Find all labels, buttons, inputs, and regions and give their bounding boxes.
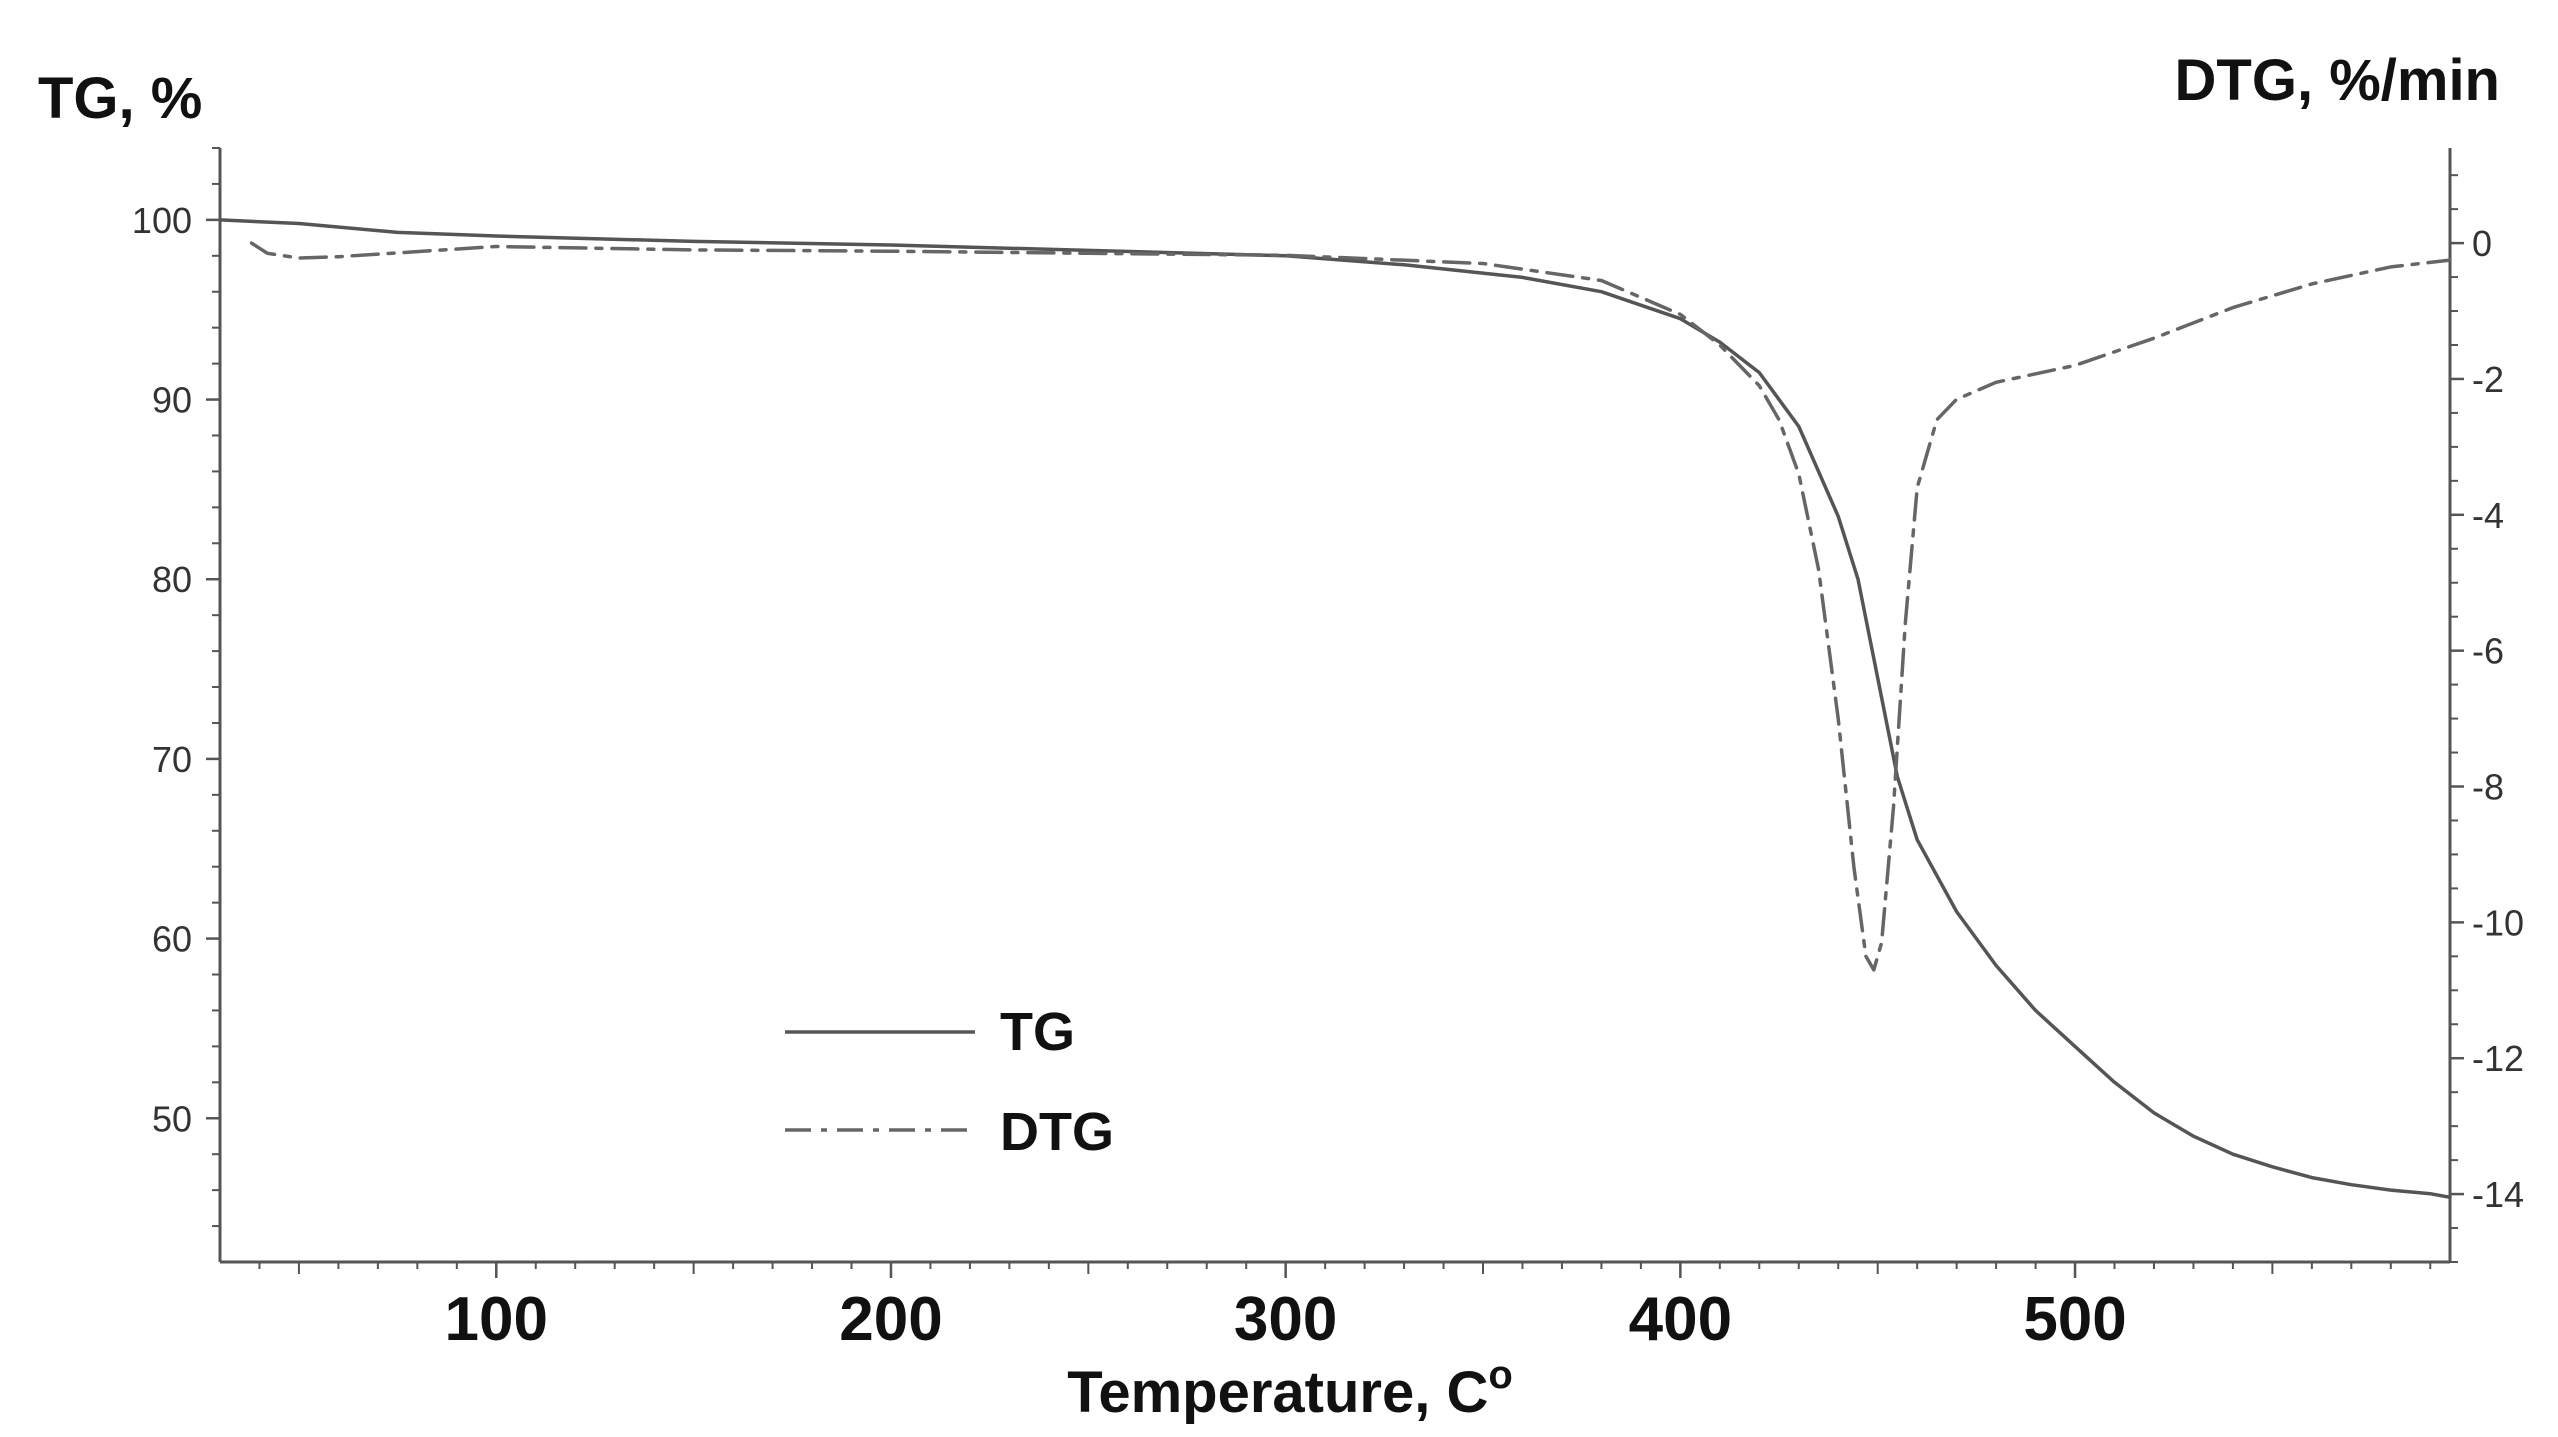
y-left-tick-label: 60 bbox=[152, 919, 192, 960]
axes bbox=[218, 148, 2452, 1264]
x-axis-title-text: Temperature, C bbox=[1067, 1360, 1488, 1425]
x-tick-label: 200 bbox=[839, 1285, 942, 1354]
y-right-tick-label: -10 bbox=[2472, 902, 2524, 943]
series-line-dtg bbox=[249, 241, 2452, 972]
y-left-tick-label: 80 bbox=[152, 559, 192, 600]
ticks: 100 200 300 400 50010090807060500-2-4-6-8-10… bbox=[132, 147, 2524, 1354]
x-tick-label: 300 bbox=[1234, 1285, 1337, 1354]
series bbox=[218, 218, 2452, 1200]
y-left-tick-label: 70 bbox=[152, 739, 192, 780]
x-tick-label: 500 bbox=[2023, 1285, 2126, 1354]
y-right-axis-title: DTG, %/min bbox=[2175, 48, 2500, 113]
y-right-tick-label: -2 bbox=[2472, 359, 2504, 400]
legend-dtg-label: DTG bbox=[1000, 1102, 1114, 1162]
x-axis-title: Temperature, Co bbox=[1067, 1353, 1513, 1425]
y-left-axis-title: TG, % bbox=[38, 66, 202, 131]
legend: TG DTG bbox=[785, 1002, 1114, 1162]
y-right-tick-label: -4 bbox=[2472, 495, 2504, 536]
x-tick-label: 400 bbox=[1629, 1285, 1732, 1354]
y-right-tick-label: -6 bbox=[2472, 631, 2504, 672]
y-left-tick-label: 50 bbox=[152, 1098, 192, 1139]
y-right-tick-label: -8 bbox=[2472, 767, 2504, 808]
series-line-tg bbox=[218, 218, 2452, 1200]
y-right-tick-label: 0 bbox=[2472, 223, 2492, 264]
y-right-tick-label: -12 bbox=[2472, 1038, 2524, 1079]
x-tick-label: 100 bbox=[445, 1285, 548, 1354]
legend-tg-label: TG bbox=[1000, 1002, 1075, 1062]
y-left-tick-label: 100 bbox=[132, 200, 192, 241]
x-axis-title-superscript: o bbox=[1488, 1353, 1512, 1397]
y-right-tick-label: -14 bbox=[2472, 1174, 2524, 1215]
y-left-tick-label: 90 bbox=[152, 380, 192, 421]
